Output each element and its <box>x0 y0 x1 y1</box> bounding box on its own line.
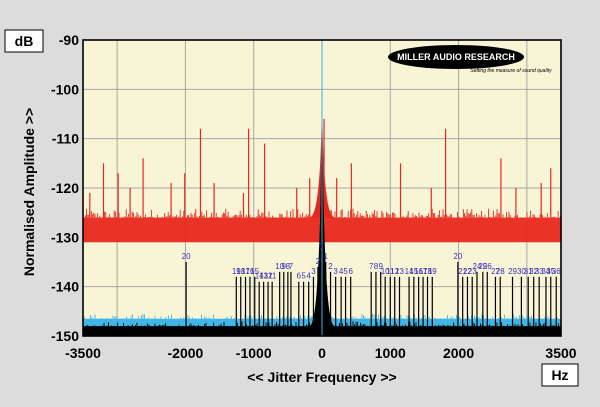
harmonic-label: 12 <box>390 267 399 276</box>
harmonic-label: 6 <box>348 267 353 276</box>
brand-name: MILLER AUDIO RESEARCH <box>397 52 515 62</box>
harmonic-label: 30 <box>517 267 526 276</box>
harmonic-label: 1 <box>324 252 329 261</box>
noise-spikes <box>83 313 561 319</box>
harmonic-label: 20 <box>182 252 191 261</box>
harmonic-label: 15 <box>250 267 259 276</box>
noise-spikes <box>83 321 561 327</box>
harmonic-label: 36 <box>552 267 561 276</box>
harmonic-label: 13 <box>259 272 268 281</box>
harmonic-label: 16 <box>246 267 255 276</box>
harmonic-label: 21 <box>458 267 467 276</box>
x-axis-label: << Jitter Frequency >> <box>247 369 396 385</box>
harmonic-label: 7 <box>289 262 294 271</box>
harmonic-label: 20 <box>453 252 462 261</box>
harmonic-label: 28 <box>496 267 505 276</box>
x-tick-labels: -3500 -2000 -1000 0 1000 2000 3500 <box>65 345 577 361</box>
y-tick-label: -150 <box>51 328 79 344</box>
plot-frame <box>82 39 562 337</box>
harmonic-label: 34 <box>542 267 551 276</box>
harmonic-label: 31 <box>524 267 533 276</box>
harmonic-label: 14 <box>255 272 264 281</box>
harmonic-label: 14 <box>405 267 414 276</box>
x-tick-label: -3500 <box>65 345 101 361</box>
y-tick-label: -140 <box>51 279 79 295</box>
harmonic-label: 19 <box>428 267 437 276</box>
harmonic-label: 5 <box>343 267 348 276</box>
x-unit-label: Hz <box>551 367 568 383</box>
harmonic-label: 4 <box>339 267 344 276</box>
y-unit-box: dB <box>4 29 44 53</box>
harmonic-label: 22 <box>463 267 472 276</box>
harmonic-label: 11 <box>386 267 395 276</box>
y-tick-label: -110 <box>52 131 79 147</box>
harmonic-label: 27 <box>491 267 500 276</box>
y-axis-label: Normalised Amplitude >> <box>21 108 37 276</box>
harmonic-label: 18 <box>236 267 245 276</box>
x-tick-label: 0 <box>318 345 326 361</box>
harmonic-label: 8 <box>286 262 291 271</box>
y-unit-label: dB <box>15 33 34 49</box>
harmonic-label: 3 <box>333 267 338 276</box>
harmonic-label: 9 <box>378 262 383 271</box>
harmonic-label: 17 <box>241 267 250 276</box>
harmonic-label: 18 <box>423 267 432 276</box>
y-tick-label: -130 <box>51 229 79 245</box>
y-tick-label: -90 <box>59 32 79 48</box>
harmonic-label: 19 <box>232 267 241 276</box>
harmonic-label: 4 <box>306 272 311 281</box>
harmonic-label: 3 <box>311 267 316 276</box>
harmonic-label: 8 <box>374 262 379 271</box>
harmonic-label: 2 <box>316 257 321 266</box>
harmonic-label: 35 <box>546 267 555 276</box>
harmonic-label: 17 <box>419 267 428 276</box>
x-tick-label: 3500 <box>545 345 576 361</box>
harmonic-label: 26 <box>483 262 492 271</box>
harmonic-label: 10 <box>275 262 284 271</box>
y-tick-label: -120 <box>51 180 79 196</box>
brand-tagline: Setting the measure of sound quality <box>470 68 552 74</box>
harmonic-label: 15 <box>409 267 418 276</box>
harmonic-label: 33 <box>535 267 544 276</box>
x-tick-label: -1000 <box>236 345 272 361</box>
x-tick-label: 2000 <box>443 345 474 361</box>
noise-spikes <box>83 208 561 218</box>
x-tick-label: 1000 <box>375 345 406 361</box>
harmonic-label: 7 <box>369 262 374 271</box>
harmonic-label: 5 <box>301 272 306 281</box>
harmonic-label: 10 <box>381 267 390 276</box>
y-tick-labels: -90 -100 -110 -120 -130 -140 -150 <box>51 32 79 344</box>
harmonic-label: 2 <box>328 262 333 271</box>
harmonic-label: 29 <box>508 267 517 276</box>
harmonic-label: 11 <box>268 272 277 281</box>
x-unit-box: Hz <box>541 363 579 387</box>
harmonic-label: 1 <box>319 242 324 251</box>
harmonic-label: 25 <box>478 262 487 271</box>
y-tick-label: -100 <box>51 81 79 97</box>
harmonic-label: 12 <box>264 272 273 281</box>
harmonic-label: 13 <box>395 267 404 276</box>
harmonic-label: 9 <box>282 262 287 271</box>
harmonic-label: 24 <box>473 262 482 271</box>
x-tick-label: -2000 <box>168 345 204 361</box>
harmonic-label: 32 <box>529 267 538 276</box>
harmonic-label: 16 <box>414 267 423 276</box>
brand-logo: MILLER AUDIO RESEARCH Setting the measur… <box>388 45 552 74</box>
harmonic-label: 6 <box>297 272 302 281</box>
harmonic-label: 23 <box>468 267 477 276</box>
